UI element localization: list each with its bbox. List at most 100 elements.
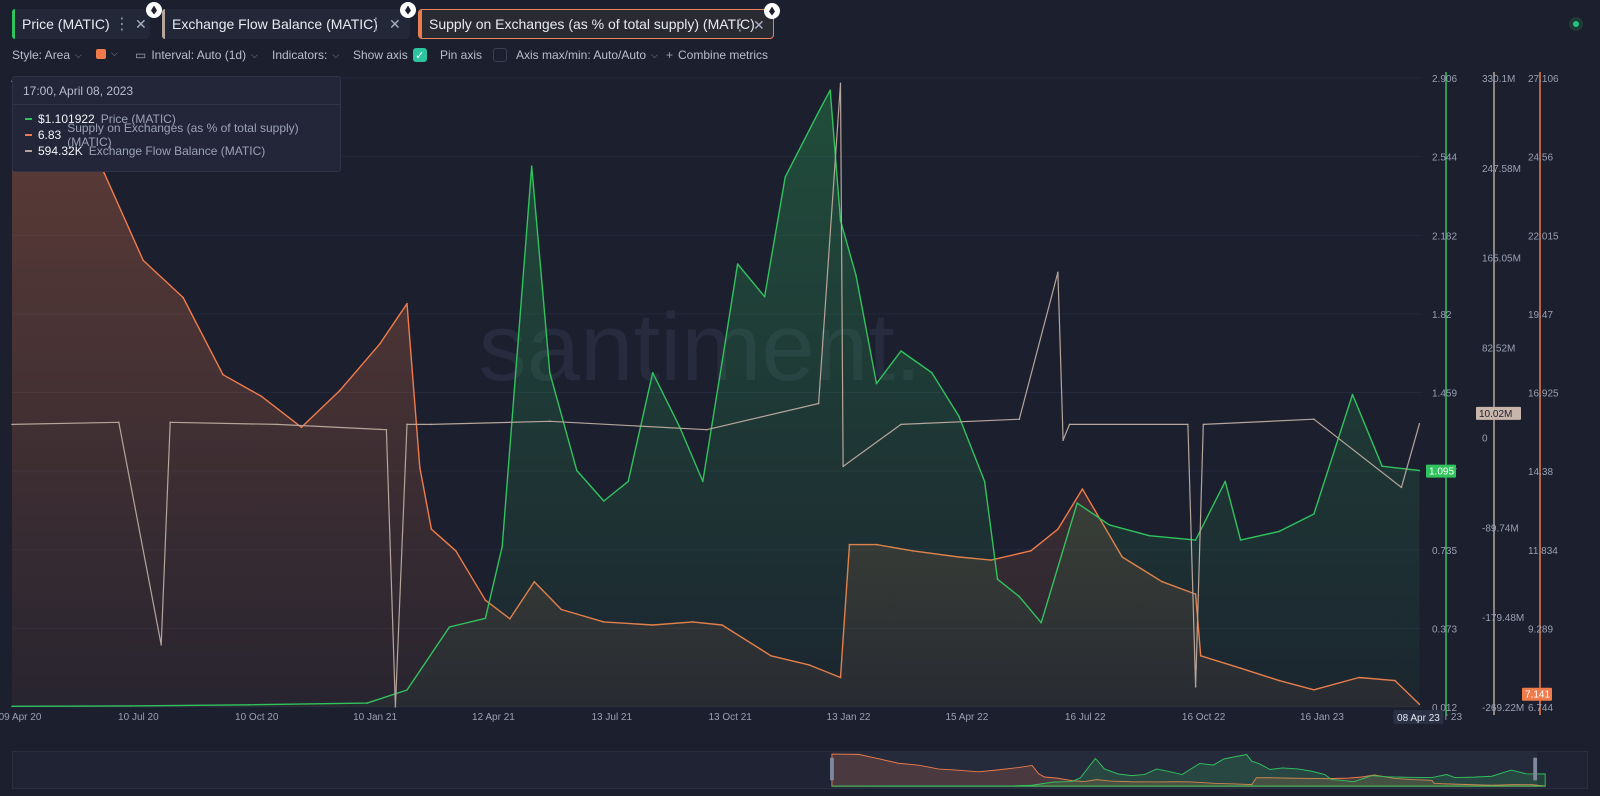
- navigator-series-supply: [831, 753, 1546, 787]
- data-point-price: [829, 89, 831, 91]
- x-tick-label: 16 Jul 22: [1065, 712, 1106, 723]
- axis-tick-label-flow: 330.1M: [1482, 74, 1515, 85]
- close-icon[interactable]: ✕: [135, 16, 147, 32]
- data-point-supply: [339, 389, 341, 392]
- data-point-supply: [406, 302, 408, 305]
- metric-color-bar: [12, 9, 15, 39]
- current-value-label-flow: 10.02M: [1479, 409, 1512, 420]
- data-point-supply: [1057, 528, 1059, 530]
- data-point-price: [603, 500, 605, 502]
- metric-tab-label: Exchange Flow Balance (MATIC): [172, 16, 378, 32]
- plus-icon: +: [666, 48, 674, 62]
- close-icon[interactable]: ✕: [753, 17, 765, 33]
- interval-dropdown[interactable]: ▭ Interval: Auto (1d) ⌵: [135, 48, 258, 62]
- metric-color-bar: [419, 10, 422, 38]
- data-point-price: [678, 426, 681, 428]
- checkmark-icon[interactable]: ✓: [412, 48, 427, 62]
- axis-minmax-dropdown[interactable]: Axis max/min: Auto/Auto ⌵: [516, 48, 658, 62]
- data-point-flow: [1018, 418, 1021, 421]
- chart-tooltip: 17:00, April 08, 2023 $1.101922 Price (M…: [12, 76, 341, 172]
- data-point-price: [1018, 595, 1021, 598]
- data-point-flow: [1313, 418, 1315, 421]
- more-options-icon[interactable]: ⋮: [114, 16, 130, 33]
- data-point-price: [855, 274, 857, 276]
- data-point-flow: [1068, 423, 1071, 426]
- pin-axis-toggle[interactable]: Pin axis: [440, 48, 508, 62]
- data-point-flow: [1194, 686, 1197, 688]
- current-value-badge-flow: [1476, 406, 1521, 420]
- more-options-icon[interactable]: ⋮: [732, 17, 748, 34]
- show-axis-label: Show axis: [353, 48, 408, 62]
- data-point-flow: [1202, 423, 1205, 426]
- series-marker: [25, 134, 32, 136]
- data-point-flow: [160, 644, 162, 646]
- x-cursor-badge: [1393, 710, 1444, 724]
- x-cursor-tail-label: r 23: [1445, 712, 1463, 723]
- tooltip-value: $1.101922: [38, 112, 95, 126]
- interval-label: Interval: Auto (1d): [151, 48, 247, 62]
- x-tick-label: 16 Oct 22: [1182, 712, 1226, 723]
- color-swatch: [96, 48, 106, 59]
- show-axis-toggle[interactable]: Show axis ✓: [353, 48, 427, 62]
- metric-tab-price[interactable]: Price (MATIC) ⋮ ✕: [12, 2, 162, 39]
- data-point-price: [900, 350, 902, 352]
- current-value-badge-supply: [1522, 687, 1552, 701]
- tooltip-row-supply: 6.83 Supply on Exchanges (as % of total …: [13, 121, 340, 149]
- axis-tick-label-supply: 27.106: [1528, 74, 1559, 85]
- axis-tick-label-price: 2.182: [1432, 231, 1457, 242]
- axis-tick-label-price: 1.82: [1432, 310, 1452, 321]
- data-point-price: [1313, 513, 1315, 515]
- data-point-price: [576, 469, 578, 472]
- data-point-price: [931, 371, 933, 374]
- axis-tick-label-supply: 9.289: [1528, 624, 1553, 635]
- chart-canvas[interactable]: santiment. 2.9062.5442.1821.821.4591.097…: [0, 70, 1600, 746]
- data-point-supply: [484, 599, 487, 601]
- metric-color-bar: [162, 9, 165, 39]
- axis-tick-label-flow: 165.05M: [1482, 254, 1521, 265]
- more-options-icon[interactable]: ⋮: [368, 16, 384, 33]
- axis-tick-label-price: 1.459: [1432, 389, 1457, 400]
- data-point-price: [702, 480, 704, 483]
- x-tick-label: 13 Jul 21: [591, 712, 632, 723]
- data-point-flow: [900, 423, 902, 426]
- data-point-price: [1224, 480, 1226, 483]
- metric-tab-exchange-flow-balance[interactable]: Exchange Flow Balance (MATIC) ⋮ ✕: [162, 2, 416, 39]
- checkbox[interactable]: [493, 48, 508, 62]
- metric-tab-label: Supply on Exchanges (as % of total suppl…: [429, 16, 755, 32]
- data-point-flow: [394, 706, 397, 708]
- data-point-price: [1040, 621, 1042, 624]
- navigator-handle-right: [1533, 757, 1538, 781]
- data-point-price: [1108, 524, 1111, 526]
- tooltip-row-flow: 594.32K Exchange Flow Balance (MATIC): [13, 143, 340, 159]
- data-point-flow: [11, 423, 13, 426]
- color-picker[interactable]: ⌵: [96, 48, 118, 59]
- series-layer: [11, 80, 1421, 708]
- data-point-supply: [103, 173, 106, 175]
- combine-metrics-button[interactable]: + Combine metrics: [666, 48, 768, 62]
- data-point-flow: [1062, 439, 1064, 442]
- x-axis: 09 Apr 20 10 Jul 20 10 Oct 20 10 Jan 21 12 A…: [0, 710, 1462, 724]
- chevron-down-icon: ⌵: [75, 49, 82, 60]
- data-point-flow: [430, 423, 433, 426]
- chevron-down-icon: ⌵: [111, 48, 118, 58]
- range-navigator[interactable]: [12, 751, 1588, 789]
- metric-tab-supply-on-exchanges[interactable]: Supply on Exchanges (as % of total suppl…: [418, 3, 780, 39]
- axis-tick-label-price: 0.735: [1432, 546, 1457, 557]
- data-point-price: [1194, 539, 1197, 541]
- chevron-down-icon: ⌵: [651, 49, 658, 60]
- data-point-price: [1381, 465, 1383, 468]
- axis-tick-label-supply: 11.834: [1528, 546, 1558, 557]
- data-point-price: [875, 382, 878, 385]
- style-dropdown[interactable]: Style: Area ⌵: [12, 48, 82, 62]
- data-point-supply: [182, 296, 184, 299]
- indicators-label: Indicators:: [272, 48, 328, 62]
- data-point-flow: [1400, 486, 1403, 489]
- data-point-flow: [169, 421, 171, 424]
- data-point-flow: [118, 421, 120, 424]
- data-point-price: [736, 263, 739, 265]
- pin-axis-label: Pin axis: [440, 48, 483, 62]
- series-marker: [25, 118, 32, 120]
- x-tick-label: 09 Apr 20: [0, 712, 42, 723]
- indicators-dropdown[interactable]: Indicators: ⌵: [272, 48, 339, 62]
- close-icon[interactable]: ✕: [389, 16, 401, 32]
